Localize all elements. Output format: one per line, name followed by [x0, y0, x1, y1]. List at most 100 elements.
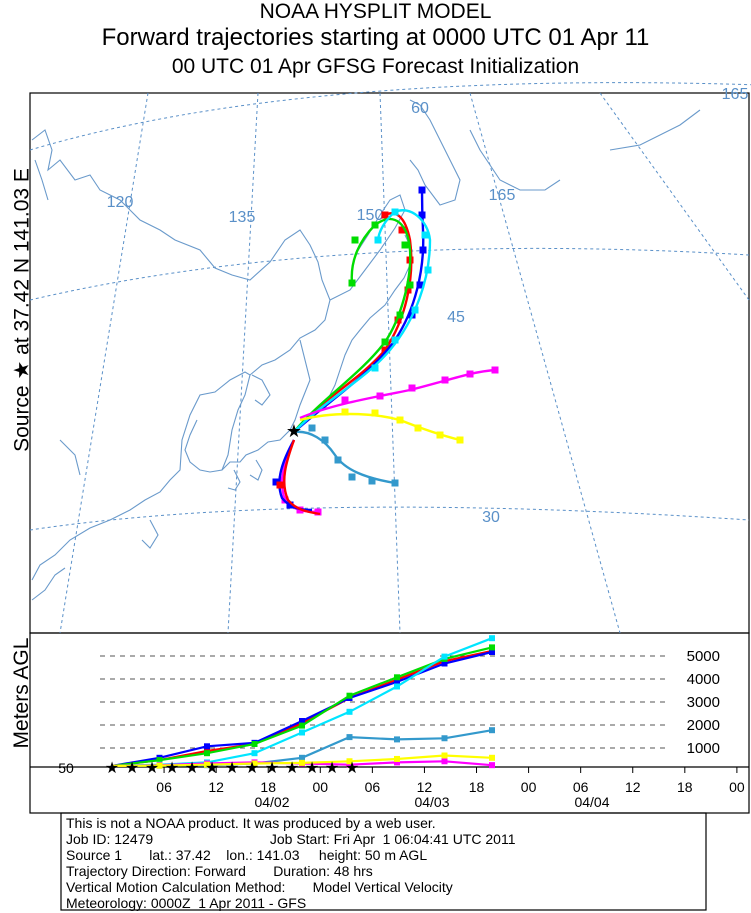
height-series-marker — [156, 757, 163, 764]
height-series-marker — [251, 750, 258, 757]
trajectory-marker — [398, 226, 406, 234]
time-tick-label: 18 — [469, 779, 485, 795]
start-star-icon: ★ — [225, 760, 239, 777]
height-series-marker — [156, 762, 163, 769]
trajectory-marker — [466, 370, 474, 378]
trajectory-line — [293, 218, 412, 433]
trajectory-marker — [381, 346, 389, 354]
trajectory-marker — [414, 424, 422, 432]
height-series-marker — [346, 692, 353, 699]
start-stars: ★ ★ ★ ★ ★ ★ ★ ★ ★ ★ ★ ★ ★ — [105, 760, 359, 777]
height-series-marker — [441, 752, 448, 759]
lon-label-165: 165 — [489, 187, 516, 204]
height-series-marker — [299, 722, 305, 729]
lon-label-135: 135 — [229, 209, 256, 226]
height-series-marker — [441, 735, 448, 742]
height-series-marker — [251, 760, 258, 767]
trajectory-marker — [376, 392, 384, 400]
time-tick-label: 06 — [156, 779, 172, 795]
height-series-marker — [204, 743, 210, 750]
trajectory-marker — [421, 231, 429, 239]
height-series-marker — [489, 762, 495, 769]
time-tick-label: 12 — [625, 779, 641, 795]
trajectory-line — [299, 368, 496, 420]
start-star-icon: ★ — [305, 760, 319, 777]
latitude-line-60 — [29, 82, 751, 151]
height-series-marker — [299, 759, 305, 766]
longitude-line-150 — [379, 92, 401, 634]
trajectory-marker — [396, 311, 404, 319]
height-series-marker — [251, 741, 258, 747]
height-series-marker — [346, 708, 353, 715]
trajectory-marker — [416, 281, 424, 289]
trajectory-marker — [404, 286, 412, 294]
trajectory-marker — [394, 316, 402, 324]
height-tick-label: 3000 — [687, 694, 720, 711]
footer-direction: Trajectory Direction: Forward Duration: … — [66, 863, 373, 879]
height-series-marker — [299, 729, 305, 736]
coastlines — [31, 99, 701, 601]
trajectory-marker — [418, 186, 426, 194]
start-star-icon: ★ — [285, 760, 299, 777]
height-tick-label: 1000 — [687, 740, 720, 757]
trajectory-marker — [418, 211, 426, 219]
trajectory-marker — [406, 281, 414, 289]
height-series-marker — [441, 653, 448, 660]
height-series — [111, 635, 495, 769]
trajectory-line — [299, 412, 461, 442]
footer-disclaimer: This is not a NOAA product. It was produ… — [66, 815, 436, 831]
trajectory-marker — [374, 236, 382, 244]
start-star-icon: ★ — [265, 760, 279, 777]
height-series-marker — [394, 736, 400, 743]
height-series-marker — [346, 758, 353, 765]
longitude-line-165b — [599, 92, 750, 301]
start-star-icon: ★ — [165, 760, 179, 777]
height-series-marker — [346, 761, 353, 768]
trajectory-marker — [286, 501, 294, 509]
footer-meteorology: Meteorology: 0000Z 1 Apr 2011 - GFS — [66, 895, 307, 911]
trajectory-marker — [371, 221, 379, 229]
trajectory-marker — [371, 364, 379, 372]
height-series-marker — [394, 683, 400, 690]
height-series-marker — [394, 759, 400, 766]
trajectory-line — [293, 430, 396, 485]
trajectory-marker — [341, 408, 349, 416]
trajectory-marker — [278, 476, 286, 484]
height-series-marker — [489, 644, 495, 651]
height-series-marker — [394, 755, 400, 762]
latitude-line-30 — [29, 506, 750, 531]
time-tick-label: 00 — [521, 779, 537, 795]
time-tick-label: 18 — [260, 779, 276, 795]
footer-source: Source 1 lat.: 37.42 lon.: 141.03 height… — [66, 847, 428, 863]
trajectory-marker — [334, 456, 342, 464]
trajectory-marker — [276, 481, 284, 489]
height-gridlines — [100, 655, 665, 749]
trajectory-marker — [308, 424, 316, 432]
trajectory-marker — [456, 436, 464, 444]
trajectory-line — [283, 439, 321, 516]
trajectory-marker — [348, 473, 356, 481]
height-series-marker — [299, 718, 305, 724]
date-label: 04/02 — [254, 794, 289, 810]
longitude-line-165a — [469, 92, 621, 634]
trajectory-marker — [381, 211, 389, 219]
time-tick-label: 00 — [313, 779, 329, 795]
title-line-1: NOAA HYSPLIT MODEL — [259, 0, 492, 23]
trajectory-marker — [411, 306, 419, 314]
height-series-marker — [489, 649, 495, 655]
trajectory-marker — [419, 246, 427, 254]
trajectory-marker — [348, 279, 356, 287]
trajectory-marker — [424, 266, 432, 274]
trajectory-marker — [441, 376, 449, 384]
footer-job: Job ID: 12479 Job Start: Fri Apr 1 06:04… — [66, 831, 516, 847]
trajectory-marker — [272, 478, 280, 486]
height-panel: 5000 4000 3000 2000 1000 50 ★ ★ ★ ★ ★ ★ ★ ★ ★ ★ ★ ★ ★ 06… — [30, 635, 749, 810]
time-tick-label: 12 — [208, 779, 224, 795]
start-star-icon: ★ — [325, 760, 339, 777]
trajectory-line — [293, 212, 413, 433]
trajectory-marker — [368, 477, 376, 485]
time-tick-label: 06 — [365, 779, 381, 795]
height-series-marker — [299, 754, 305, 761]
time-tick-label: 06 — [573, 779, 589, 795]
